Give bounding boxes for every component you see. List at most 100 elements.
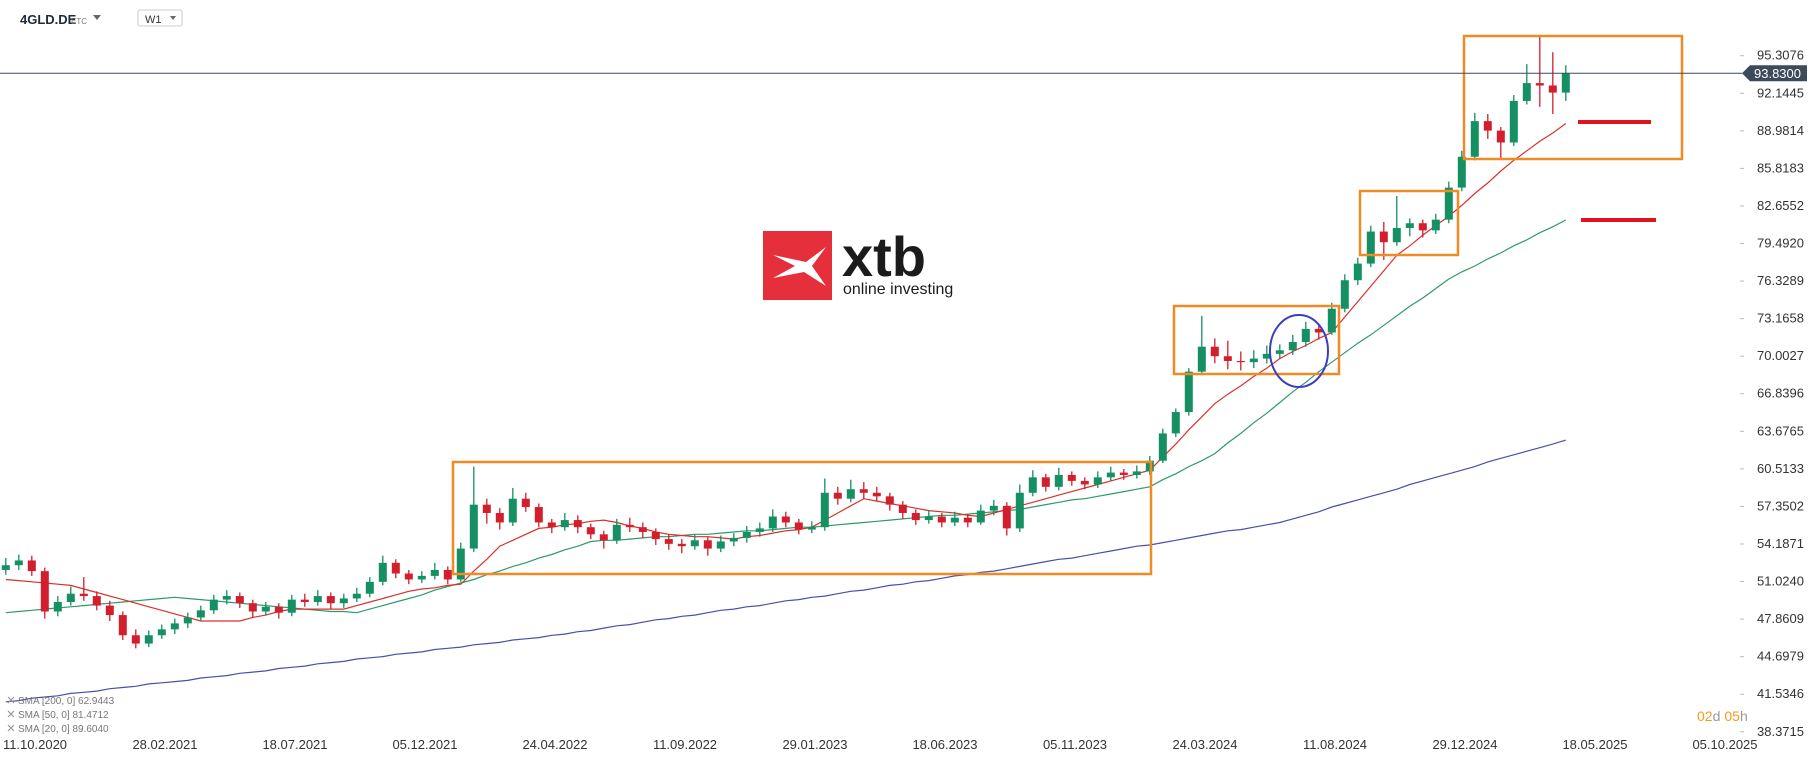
candle-body — [560, 520, 569, 528]
candle-body — [625, 524, 634, 528]
y-tick-label: 54.1871 — [1757, 536, 1804, 551]
x-tick-label: 11.10.2020 — [3, 737, 67, 752]
candle-body — [495, 512, 504, 523]
candle-body — [768, 516, 777, 529]
x-tick-label: 11.09.2022 — [653, 737, 717, 752]
candle-body — [79, 593, 88, 597]
timeframe-box[interactable] — [137, 9, 183, 27]
y-tick-label: 57.3502 — [1757, 498, 1804, 513]
candle-body — [924, 516, 933, 521]
x-tick-label: 18.05.2025 — [1562, 737, 1627, 752]
candle-body — [1184, 371, 1193, 413]
candle-body — [1431, 219, 1440, 231]
dropdown-arrow[interactable] — [93, 15, 101, 20]
candle-body — [885, 496, 894, 505]
candle-body — [742, 531, 751, 538]
candle-body — [898, 504, 907, 513]
candle-body — [430, 569, 439, 576]
x-tick-label: 18.07.2021 — [262, 737, 327, 752]
candle-body — [222, 596, 231, 600]
candle-body — [1, 565, 10, 570]
candle-body — [963, 517, 972, 523]
candle-body — [820, 492, 829, 528]
candle-body — [1041, 477, 1050, 487]
candle-body — [1418, 223, 1427, 231]
candle-body — [846, 489, 855, 499]
x-tick-label: 24.04.2022 — [522, 737, 587, 752]
candle-body — [378, 562, 387, 582]
y-tick-label: 85.8183 — [1757, 160, 1804, 175]
candle-body — [1080, 480, 1089, 485]
candle-body — [248, 603, 257, 612]
candle-body — [1223, 356, 1232, 361]
candle-body — [1340, 280, 1349, 309]
candle-body — [833, 492, 842, 499]
x-tick-label: 05.10.2025 — [1692, 737, 1757, 752]
y-tick-label: 79.4920 — [1757, 236, 1804, 251]
candle-body — [1535, 83, 1544, 86]
logo-x — [773, 247, 826, 286]
countdown-hours: 05 — [1724, 708, 1740, 724]
candle-body — [105, 605, 114, 616]
candle-body — [1093, 477, 1102, 485]
y-tick-label: 41.5346 — [1757, 686, 1804, 701]
legend-icon — [7, 710, 15, 718]
candle-body — [1015, 492, 1024, 529]
candle-body — [1171, 412, 1180, 434]
candle-body — [586, 527, 595, 535]
candle-body — [1301, 328, 1310, 342]
candle-body — [365, 581, 374, 594]
highlight-ellipse — [1269, 314, 1329, 388]
range-box — [1462, 34, 1684, 161]
candle-body — [547, 522, 556, 528]
candle-body — [1236, 360, 1245, 363]
logo-brand: xtb — [842, 225, 926, 288]
x-tick-label: 05.12.2021 — [392, 737, 457, 752]
candle-body — [66, 593, 75, 603]
legend-icon — [7, 724, 15, 732]
candle-body — [417, 575, 426, 580]
candle-body — [40, 571, 49, 612]
x-tick-label: 29.12.2024 — [1432, 737, 1497, 752]
candle-body — [1379, 231, 1388, 243]
sma-line — [5, 439, 1566, 703]
plot: 95.3076 92.1445 88.9814 85.8183 82.6552 79.49… — [1, 35, 1804, 752]
candle-body — [1249, 358, 1258, 363]
candle-body — [1457, 156, 1466, 188]
candle-body — [183, 617, 192, 624]
last-price-box — [1742, 65, 1807, 82]
candle-body — [157, 629, 166, 636]
candle-body — [807, 527, 816, 530]
candle-body — [1262, 353, 1271, 359]
candle-body — [352, 593, 361, 599]
logo-tagline: online investing — [843, 281, 953, 298]
legend-entry: SMA [50, 0] 81.4712 — [18, 710, 109, 721]
candle-body — [651, 531, 660, 540]
candle-body — [1548, 85, 1557, 93]
legend-entry: SMA [20, 0] 89.6040 — [18, 724, 109, 735]
candle-body — [937, 516, 946, 523]
candle-body — [443, 569, 452, 580]
candle-body — [313, 596, 322, 603]
candle-body — [469, 504, 478, 549]
timeframe-arrow[interactable] — [170, 16, 176, 20]
asset-class: ETC — [71, 17, 87, 26]
range-box — [451, 460, 1153, 576]
candle-body — [703, 540, 712, 549]
y-tick-label: 47.8609 — [1757, 611, 1804, 626]
y-tick-label: 95.3076 — [1757, 48, 1804, 63]
range-box — [1358, 189, 1460, 257]
candle-body — [1210, 346, 1219, 357]
candle-body — [1470, 121, 1479, 157]
candle-body — [599, 534, 608, 541]
candle-body — [508, 498, 517, 523]
y-tick-label: 92.1445 — [1757, 85, 1804, 100]
y-tick-label: 63.6765 — [1757, 423, 1804, 438]
timeframe[interactable]: W1 — [145, 14, 162, 26]
candle-body — [573, 520, 582, 528]
candle-body — [1028, 477, 1037, 493]
y-tick-label: 82.6552 — [1757, 198, 1804, 213]
range-box — [1172, 304, 1341, 376]
symbol[interactable]: 4GLD.DE — [20, 12, 77, 27]
